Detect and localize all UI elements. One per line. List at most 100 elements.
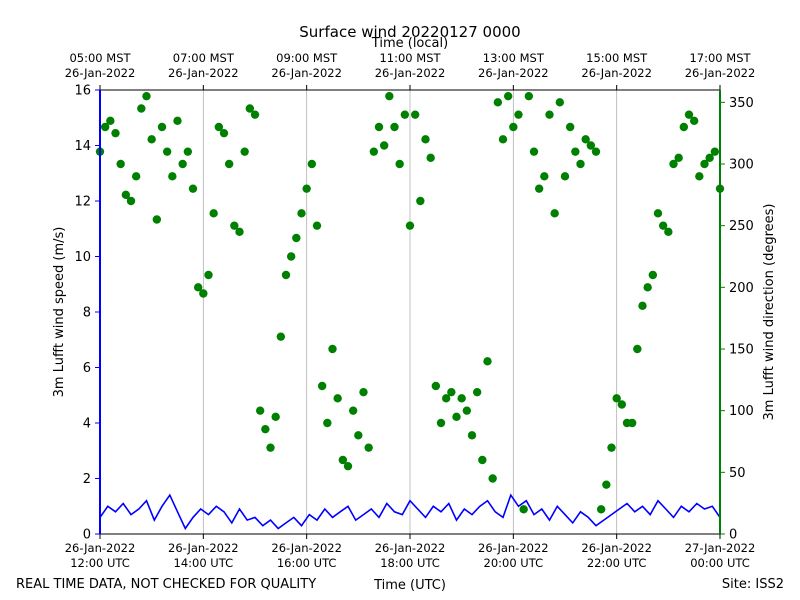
direction-point [689, 116, 699, 126]
left-tick-label: 12 [74, 195, 91, 210]
direction-point [385, 91, 394, 101]
direction-point [633, 344, 642, 354]
direction-point [116, 159, 125, 169]
direction-point [286, 252, 296, 261]
direction-point [472, 387, 482, 397]
direction-point [410, 110, 420, 119]
direction-point [478, 455, 487, 465]
top-tick-time: 15:00 MST [586, 51, 648, 65]
direction-point [550, 209, 559, 218]
direction-point [379, 141, 389, 150]
direction-point [173, 116, 182, 126]
bottom-tick-date: 26-Jan-2022 [65, 541, 136, 555]
direction-point [405, 221, 415, 230]
left-tick-label: 4 [83, 417, 91, 432]
right-tick-label: 100 [729, 404, 754, 419]
direction-point [591, 147, 601, 156]
bottom-tick-time: 22:00 UTC [587, 556, 647, 570]
direction-point [571, 147, 580, 156]
top-axis-label: Time (local) [371, 36, 448, 51]
left-tick-label: 2 [83, 472, 91, 487]
direction-point [266, 443, 275, 452]
quality-disclaimer: REAL TIME DATA, NOT CHECKED FOR QUALITY [16, 577, 316, 592]
top-tick-time: 17:00 MST [689, 51, 751, 65]
direction-point [209, 209, 218, 218]
speed-line [99, 493, 721, 531]
gridlines [202, 90, 618, 534]
direction-point [498, 135, 508, 144]
direction-point [230, 221, 239, 230]
direction-point [307, 159, 317, 169]
top-tick-date: 26-Jan-2022 [271, 66, 342, 80]
direction-point [333, 394, 342, 403]
direction-point [674, 153, 683, 163]
direction-point [131, 172, 141, 181]
direction-point [281, 270, 291, 280]
direction-point [126, 196, 136, 206]
direction-point [581, 135, 590, 144]
direction-point [426, 153, 435, 163]
direction-point [271, 412, 280, 422]
chart-title: Surface wind 20220127 0000 [299, 23, 520, 41]
direction-point [653, 209, 663, 218]
direction-point [183, 147, 193, 156]
direction-point [643, 283, 652, 292]
direction-point [219, 128, 229, 138]
site-label: Site: ISS2 [722, 577, 784, 592]
right-axis-label: 3m Lufft wind direction (degrees) [762, 204, 777, 421]
direction-point [224, 159, 234, 169]
direction-point [602, 480, 611, 489]
direction-point [509, 122, 518, 132]
bottom-tick-time: 16:00 UTC [277, 556, 337, 570]
top-tick-date: 26-Jan-2022 [375, 66, 446, 80]
direction-point [416, 196, 425, 206]
left-tick-label: 0 [83, 528, 91, 543]
bottom-tick-time: 12:00 UTC [70, 556, 130, 570]
top-tick-time: 05:00 MST [69, 51, 131, 65]
direction-point [400, 110, 410, 119]
bottom-tick-date: 26-Jan-2022 [375, 541, 446, 555]
bottom-tick-date: 26-Jan-2022 [478, 541, 549, 555]
direction-point [710, 147, 720, 156]
direction-point [447, 387, 456, 397]
direction-point [255, 406, 265, 415]
left-tick-label: 16 [74, 84, 91, 99]
direction-point [214, 122, 224, 132]
direction-point [607, 443, 616, 452]
direction-point [441, 394, 451, 403]
direction-point [669, 159, 678, 169]
right-tick-label: 250 [729, 219, 754, 234]
direction-point [555, 98, 565, 107]
direction-point [488, 474, 497, 483]
bottom-tick-date: 27-Jan-2022 [685, 541, 756, 555]
direction-point [302, 184, 311, 193]
direction-point [514, 110, 523, 119]
bottom-tick-time: 20:00 UTC [484, 556, 544, 570]
direction-point [261, 424, 270, 434]
direction-point [317, 381, 327, 391]
direction-point [596, 505, 606, 514]
direction-point [431, 381, 441, 391]
direction-point [328, 344, 337, 354]
direction-point [545, 110, 554, 119]
direction-point [540, 172, 549, 181]
direction-point [162, 147, 172, 156]
right-tick-label: 0 [729, 528, 737, 543]
direction-point [204, 270, 213, 280]
top-tick-time: 11:00 MST [379, 51, 441, 65]
direction-point [137, 104, 146, 113]
top-tick-time: 07:00 MST [173, 51, 235, 65]
direction-point [627, 418, 637, 428]
direction-point [700, 159, 709, 169]
direction-point [493, 98, 503, 107]
direction-point [297, 209, 306, 218]
left-tick-label: 10 [74, 250, 91, 265]
left-tick-label: 14 [74, 139, 91, 154]
direction-point [142, 91, 151, 101]
right-tick-label: 200 [729, 281, 754, 296]
direction-point [338, 455, 348, 465]
bottom-tick-date: 26-Jan-2022 [168, 541, 239, 555]
